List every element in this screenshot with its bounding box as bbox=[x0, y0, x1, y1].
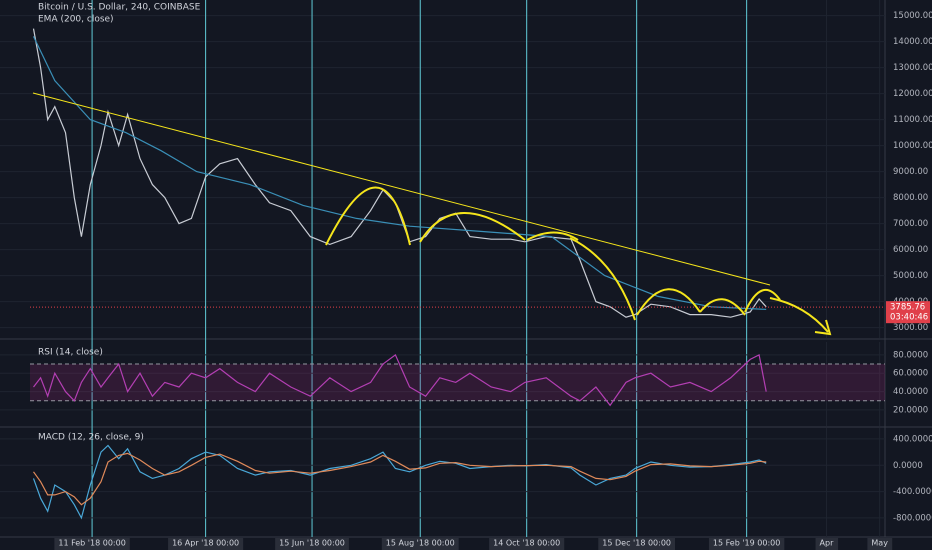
y-tick-label: 14000.00 bbox=[893, 37, 932, 47]
x-tick-label: 14 Oct '18 00:00 bbox=[493, 539, 560, 548]
series-line bbox=[33, 353, 767, 407]
indicator-title: EMA (200, close) bbox=[38, 15, 114, 25]
arc bbox=[419, 212, 526, 243]
y-tick-label: 15000.00 bbox=[893, 11, 932, 21]
y-tick-label: 6000.00 bbox=[893, 245, 928, 255]
y-tick-label: 5000.00 bbox=[893, 271, 928, 281]
x-tick-box bbox=[815, 538, 839, 550]
rsi-band bbox=[30, 364, 885, 401]
y-tick-label: -400.0000 bbox=[893, 487, 932, 497]
arc bbox=[699, 298, 746, 316]
x-tick-label: 16 Apr '18 00:00 bbox=[172, 539, 239, 548]
arrow-head bbox=[814, 319, 832, 336]
y-tick-label: 7000.00 bbox=[893, 219, 928, 229]
last-price-box bbox=[886, 301, 930, 324]
series-line bbox=[32, 28, 767, 318]
y-tick-label: 3000.00 bbox=[893, 323, 928, 333]
x-tick-box bbox=[867, 538, 893, 550]
arc bbox=[569, 237, 636, 321]
x-tick-label: 15 Aug '18 00:00 bbox=[386, 539, 455, 548]
indicator-title: MACD (12, 26, close, 9) bbox=[38, 433, 144, 443]
x-tick-label: 11 Feb '18 00:00 bbox=[58, 539, 125, 548]
trend-line bbox=[32, 92, 771, 286]
indicator-title: RSI (14, close) bbox=[38, 348, 103, 358]
x-tick-box bbox=[598, 538, 676, 550]
x-tick-label: 15 Feb '19 00:00 bbox=[713, 539, 780, 548]
arrow bbox=[769, 297, 829, 333]
x-tick-box bbox=[381, 538, 459, 550]
x-tick-box bbox=[275, 538, 349, 550]
x-tick-label: 15 Jun '18 00:00 bbox=[279, 539, 345, 548]
arc bbox=[636, 288, 701, 316]
y-tick-label: 20.0000 bbox=[893, 405, 928, 415]
y-tick-label: 400.0000 bbox=[893, 434, 932, 444]
series-line bbox=[32, 444, 767, 520]
x-tick-box bbox=[54, 538, 130, 550]
y-tick-label: 0.0000 bbox=[893, 461, 923, 471]
last-price-label: 3785.76 bbox=[890, 303, 925, 313]
arc bbox=[325, 186, 411, 246]
y-tick-label: 11000.00 bbox=[893, 115, 932, 125]
countdown-label: 03:40:46 bbox=[890, 313, 928, 323]
drawings bbox=[32, 92, 832, 336]
y-tick-label: 40.0000 bbox=[893, 387, 928, 397]
series-line bbox=[33, 452, 767, 506]
x-tick-label: May bbox=[871, 539, 888, 548]
series-line bbox=[32, 36, 767, 310]
x-tick-box bbox=[708, 538, 785, 550]
chart-title: Bitcoin / U.S. Dollar, 240, COINBASE bbox=[38, 3, 201, 13]
arc bbox=[526, 231, 579, 241]
y-tick-label: 60.0000 bbox=[893, 369, 928, 379]
y-tick-label: 8000.00 bbox=[893, 193, 928, 203]
y-tick-label: 80.0000 bbox=[893, 350, 928, 360]
y-tick-label: -800.0000 bbox=[893, 513, 932, 523]
x-tick-box bbox=[168, 538, 244, 550]
y-tick-label: 12000.00 bbox=[893, 89, 932, 99]
y-tick-label: 13000.00 bbox=[893, 63, 932, 73]
y-tick-label: 10000.00 bbox=[893, 141, 932, 151]
x-tick-box bbox=[489, 538, 565, 550]
arc bbox=[744, 288, 781, 313]
x-tick-label: 15 Dec '18 00:00 bbox=[602, 539, 671, 548]
x-tick-label: Apr bbox=[820, 539, 835, 548]
y-tick-label: 9000.00 bbox=[893, 167, 928, 177]
